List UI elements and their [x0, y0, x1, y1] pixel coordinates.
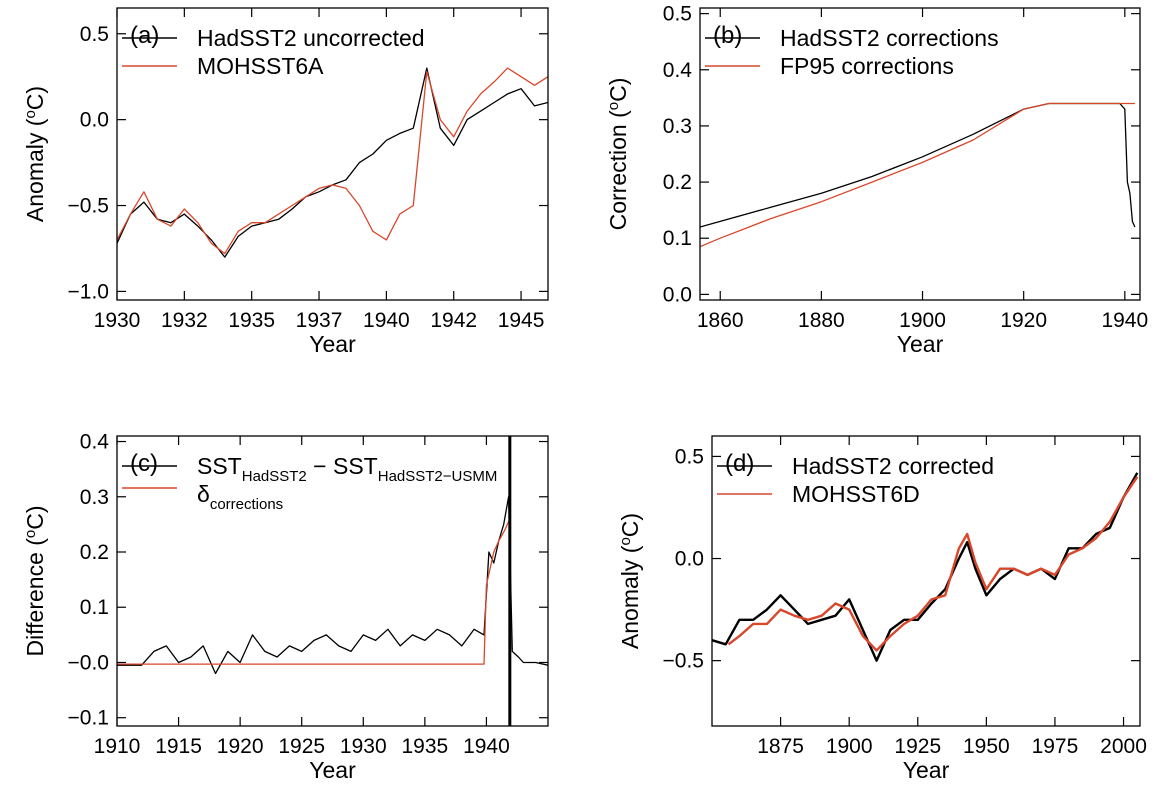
series-line-red [117, 518, 511, 665]
series-line-black [700, 102, 1136, 228]
x-tick-label: 1975 [1032, 735, 1079, 758]
x-tick-label: 1937 [296, 309, 343, 332]
y-axis-label: Anomaly (oC) [22, 86, 48, 222]
x-tick-label: 1880 [798, 309, 845, 332]
y-tick-label: 0.2 [80, 541, 109, 564]
series-line-black [117, 496, 548, 675]
y-tick-label: 0.1 [80, 596, 109, 619]
plot-frame [116, 435, 549, 727]
panel-c: 1910 1915 1920 1925 1930 1935 1940 −0.1 −0.0 0.1 0… [22, 431, 549, 783]
x-axis-label: Year [897, 331, 944, 357]
y-tick-label: 0.3 [80, 486, 109, 509]
x-tick-label: 1932 [161, 309, 208, 332]
y-tick-label: 0.0 [675, 548, 704, 571]
plot-frame [699, 7, 1141, 301]
series-group [712, 472, 1139, 662]
x-tick-label: 1950 [963, 735, 1010, 758]
y-tick-label: −0.5 [68, 195, 109, 218]
legend-label: MOHSST6A [197, 53, 324, 79]
y-tick-label: 0.3 [663, 115, 692, 138]
y-tick-label: 0.1 [663, 227, 692, 250]
x-tick-label: 1942 [430, 309, 477, 332]
y-tick-label: 0.4 [80, 431, 110, 454]
y-tick-label: −0.1 [68, 707, 109, 730]
legend-label: FP95 corrections [780, 53, 954, 79]
x-axis-label: Year [309, 757, 356, 783]
x-tick-label: 1940 [463, 735, 510, 758]
x-tick-label: 1935 [228, 309, 275, 332]
y-tick-label: 0.5 [663, 3, 692, 26]
x-tick-label: 1915 [155, 735, 202, 758]
x-tick-label: 1920 [217, 735, 264, 758]
series-line-red [700, 102, 1135, 248]
y-tick-label: 0.5 [675, 445, 704, 468]
series-line-black [117, 67, 548, 258]
panel-label: (a) [130, 22, 159, 49]
y-axis-label: Correction (oC) [605, 78, 631, 231]
series-group [700, 102, 1136, 248]
x-tick-label: 1925 [278, 735, 325, 758]
panel-d: 1875 1900 1925 1950 1975 2000 −0.5 0.0 0.5 Year An… [617, 435, 1147, 783]
legend-label: MOHSST6D [792, 481, 920, 507]
plot-frame [116, 7, 549, 301]
x-tick-label: 1920 [1000, 309, 1047, 332]
x-tick-label: 1930 [94, 309, 141, 332]
x-tick-label: 1940 [363, 309, 410, 332]
y-axis-label: Anomaly (oC) [617, 513, 643, 649]
panel-a: 1930 1932 1935 1937 1940 1942 1945 −1.0 −0.5 0.0 0… [22, 7, 549, 357]
y-tick-label: 0.4 [663, 59, 693, 82]
y-tick-label: 0.5 [80, 23, 109, 46]
x-axis-label: Year [309, 331, 356, 357]
series-line-red [117, 67, 548, 255]
x-tick-label: 1930 [340, 735, 387, 758]
x-tick-label: 1940 [1101, 309, 1148, 332]
legend-label: SSTHadSST2 − SSTHadSST2−USMM [197, 453, 497, 485]
y-axis-label: Difference (oC) [22, 505, 48, 656]
y-tick-label: −0.5 [663, 650, 704, 673]
y-tick-label: −0.0 [68, 651, 109, 674]
series-group [117, 67, 548, 258]
series-group [117, 496, 548, 675]
legend-label: HadSST2 uncorrected [197, 25, 425, 51]
x-tick-label: 1875 [757, 735, 804, 758]
series-line-red [727, 476, 1139, 652]
panel-label: (c) [130, 450, 158, 477]
panel-label: (b) [713, 22, 742, 49]
legend-label: HadSST2 corrected [792, 453, 994, 479]
x-tick-label: 1945 [498, 309, 545, 332]
x-tick-label: 1900 [826, 735, 873, 758]
y-tick-label: 0.0 [80, 109, 109, 132]
x-tick-label: 1910 [94, 735, 141, 758]
x-axis-label: Year [903, 757, 950, 783]
legend-label: δcorrections [197, 481, 283, 513]
y-tick-label: 0.0 [663, 283, 692, 306]
x-tick-label: 1925 [894, 735, 941, 758]
x-tick-label: 2000 [1100, 735, 1147, 758]
legend-label: HadSST2 corrections [780, 25, 999, 51]
x-tick-label: 1900 [899, 309, 946, 332]
x-tick-label: 1860 [697, 309, 744, 332]
series-line-black [712, 472, 1139, 662]
panel-b: 1860 1880 1900 1920 1940 0.0 0.1 0.2 0.3 0.4 0.5 Ye… [605, 3, 1148, 357]
x-tick-label: 1935 [401, 735, 448, 758]
y-tick-label: 0.2 [663, 171, 692, 194]
plot-frame [711, 435, 1141, 727]
y-tick-label: −1.0 [68, 280, 109, 303]
panel-label: (d) [725, 450, 754, 477]
